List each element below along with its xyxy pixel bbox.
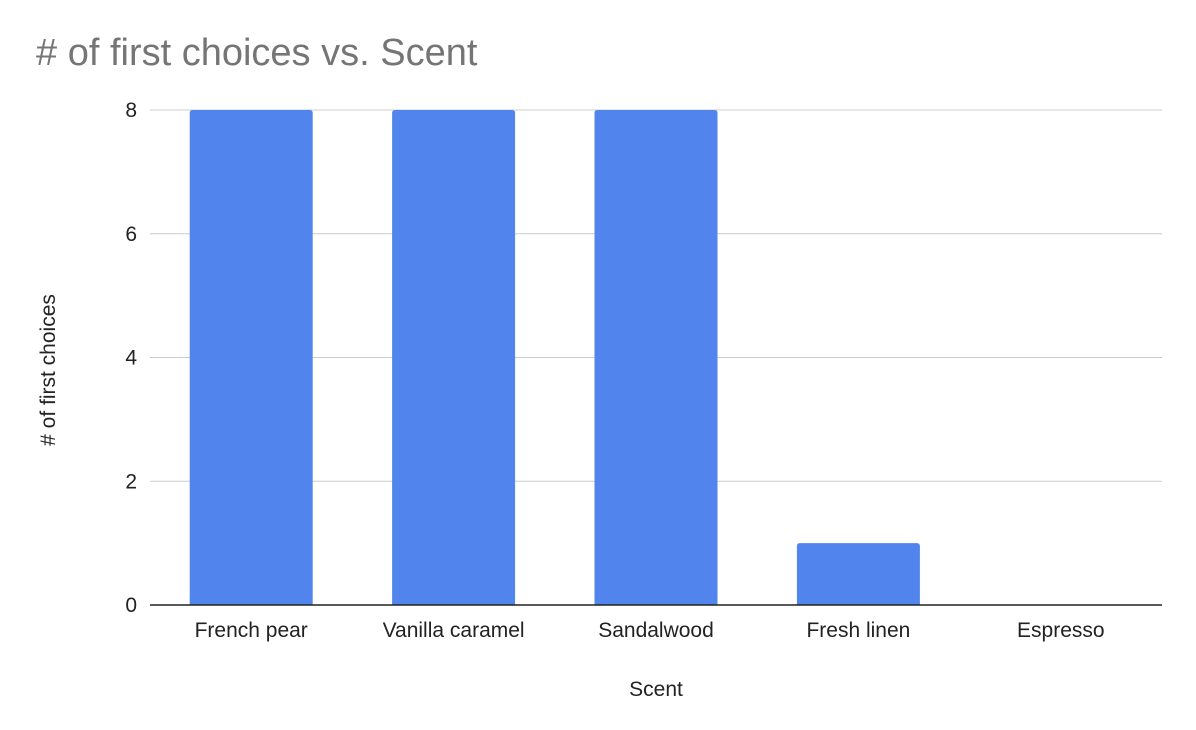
y-tick-label: 4 [125,347,137,370]
x-tick-label: French pear [195,619,308,642]
x-axis-title: Scent [629,678,683,701]
bar [796,543,920,605]
x-tick-label: Fresh linen [806,619,910,642]
x-tick-label: Sandalwood [598,619,714,642]
bar [189,110,313,605]
y-tick-label: 6 [125,223,137,246]
y-axis-title: # of first choices [37,294,60,446]
y-tick-label: 0 [125,594,137,617]
bar [392,110,516,605]
bars [189,110,920,605]
bar [594,110,718,605]
y-tick-label: 8 [125,99,137,122]
x-axis-ticks: French pear Vanilla caramel Sandalwood Fres… [195,619,1105,642]
chart-title: # of first choices vs. Scent [36,32,478,74]
y-axis-ticks: 0 2 4 6 8 [125,99,137,617]
y-tick-label: 2 [125,470,137,493]
x-tick-label: Vanilla caramel [383,619,525,642]
x-tick-label: Espresso [1017,619,1105,642]
